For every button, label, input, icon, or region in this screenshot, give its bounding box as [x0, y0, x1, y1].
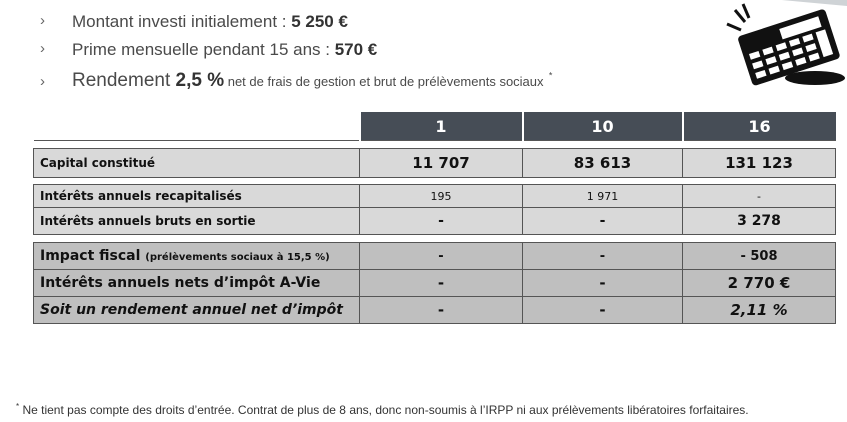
cell-value: -	[359, 242, 523, 270]
year-header: 1	[358, 112, 523, 141]
year-header-row: 1 10 16	[34, 112, 836, 141]
bullet-value: 570 €	[334, 40, 378, 59]
row-label: Intérêts annuels recapitalisés	[33, 184, 360, 208]
row-label-main: Impact fiscal	[40, 248, 146, 264]
cell-value: 1 971	[522, 184, 683, 208]
table-row: Capital constitué 11 707 83 613 131 123	[33, 148, 836, 178]
chevron-right-icon: ›	[40, 12, 45, 29]
cell-value: 2 770 €	[682, 269, 836, 297]
table-row: Intérêts annuels bruts en sortie - - 3 2…	[33, 207, 836, 235]
chevron-right-icon: ›	[40, 73, 45, 90]
cell-value: 2,11 %	[682, 296, 836, 324]
row-label: Impact fiscal (prélèvements sociaux à 15…	[33, 242, 360, 270]
footnote-text: Ne tient pas compte des droits d’entrée.…	[19, 403, 749, 417]
bullet-value: 5 250 €	[291, 12, 348, 31]
table-row: Intérêts annuels nets d’impôt A-Vie - - …	[33, 269, 836, 297]
bullet-label: Montant investi initialement :	[72, 12, 292, 31]
row-label: Intérêts annuels bruts en sortie	[33, 207, 360, 235]
projection-table: 1 10 16 Capital constitué 11 707 83 613 …	[33, 112, 836, 324]
bullet-value: 2,5 %	[175, 70, 225, 91]
cell-value: - 508	[682, 242, 836, 270]
cell-value: 83 613	[522, 148, 683, 178]
bullet-rendement: › Rendement 2,5 % net de frais de gestio…	[40, 70, 552, 92]
spacer-row	[33, 140, 836, 149]
row-sublabel: (prélèvements sociaux à 15,5 %)	[145, 252, 330, 263]
cell-value: 3 278	[682, 207, 836, 235]
row-label: Intérêts annuels nets d’impôt A-Vie	[33, 269, 360, 297]
cell-value: -	[359, 269, 523, 297]
cell-value: -	[682, 184, 836, 208]
cell-value: 131 123	[682, 148, 836, 178]
header-blank	[34, 112, 360, 141]
bullet-label: Prime mensuelle pendant 15 ans :	[72, 40, 335, 59]
chevron-right-icon: ›	[40, 40, 45, 57]
calculator-icon	[726, 0, 847, 86]
cell-value: -	[522, 296, 683, 324]
cell-value: -	[522, 242, 683, 270]
bullet-label: Rendement	[72, 70, 176, 91]
cell-value: -	[522, 207, 683, 235]
year-header: 16	[681, 112, 836, 141]
spacer-row	[33, 177, 836, 185]
table-row: Impact fiscal (prélèvements sociaux à 15…	[33, 242, 836, 270]
cell-value: -	[359, 296, 523, 324]
footnote-marker: *	[16, 402, 20, 411]
cell-value: 11 707	[359, 148, 523, 178]
spacer-row	[33, 234, 836, 243]
footnote-marker: *	[548, 70, 553, 81]
year-header: 10	[521, 112, 683, 141]
cell-value: 195	[359, 184, 523, 208]
bullet-note: net de frais de gestion et brut de prélè…	[224, 74, 544, 89]
cell-value: -	[359, 207, 523, 235]
row-label: Capital constitué	[33, 148, 360, 178]
footnote: * Ne tient pas compte des droits d’entré…	[16, 402, 749, 417]
bullet-montant: › Montant investi initialement : 5 250 €	[40, 12, 348, 32]
bullet-prime: › Prime mensuelle pendant 15 ans : 570 €	[40, 40, 377, 60]
cell-value: -	[522, 269, 683, 297]
row-label: Soit un rendement annuel net d’impôt	[33, 296, 360, 324]
table-row: Intérêts annuels recapitalisés 195 1 971…	[33, 184, 836, 208]
table-row: Soit un rendement annuel net d’impôt - -…	[33, 296, 836, 324]
